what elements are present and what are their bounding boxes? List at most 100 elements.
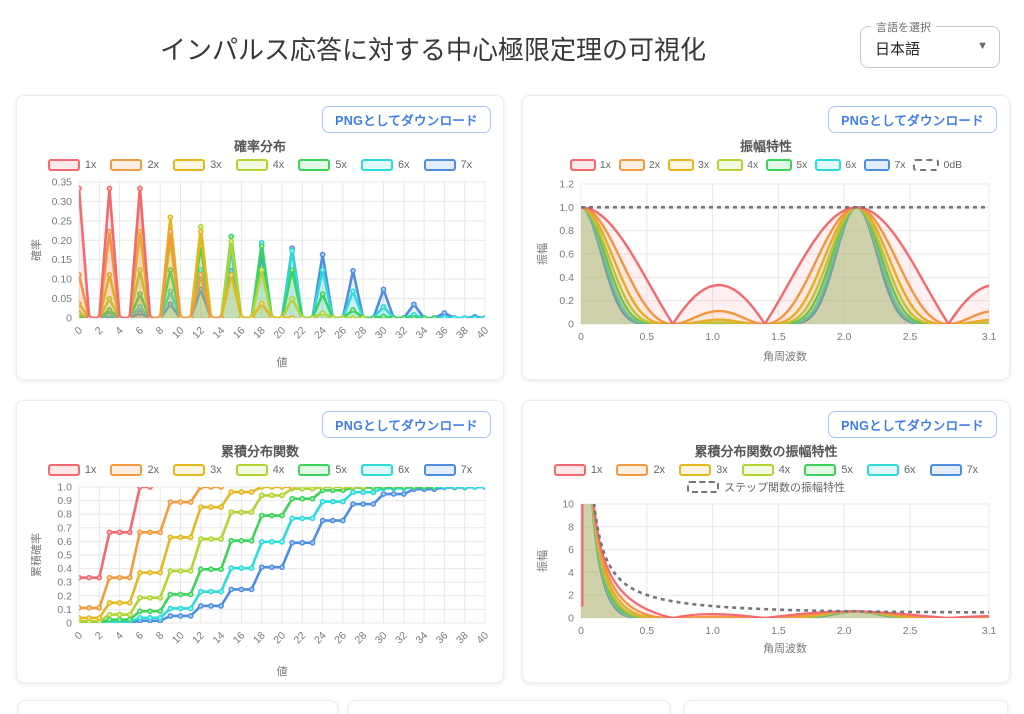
- svg-text:2.5: 2.5: [903, 331, 918, 343]
- download-png-button[interactable]: PNGとしてダウンロード: [828, 411, 997, 438]
- svg-text:12: 12: [190, 325, 207, 342]
- series-swatch-icon: [360, 464, 393, 476]
- legend-label: 2x: [653, 464, 666, 476]
- legend-item-2x[interactable]: 2x: [110, 464, 159, 476]
- legend-item-1x[interactable]: 1x: [47, 159, 96, 171]
- svg-text:角周波数: 角周波数: [763, 350, 807, 363]
- chevron-down-icon: ▼: [977, 40, 988, 52]
- legend-item-7x[interactable]: 7x: [423, 464, 472, 476]
- cdf-chart[interactable]: 00.10.20.30.40.50.60.70.80.91.00 2 4 6 8 10 12…: [29, 479, 493, 679]
- card-toolbar: PNGとしてダウンロード: [29, 106, 491, 133]
- legend-label: 4x: [272, 464, 285, 476]
- svg-text:22: 22: [292, 325, 309, 342]
- legend-item-5x[interactable]: 5x: [298, 464, 347, 476]
- legend-item-3x[interactable]: 3x: [679, 464, 728, 476]
- svg-text:8: 8: [154, 630, 167, 643]
- legend-item-7x[interactable]: 7x: [864, 159, 905, 171]
- legend-item-5x[interactable]: 5x: [766, 159, 807, 171]
- svg-text:2.0: 2.0: [837, 331, 852, 343]
- legend-item-4x[interactable]: 4x: [741, 464, 790, 476]
- svg-text:0: 0: [66, 313, 72, 325]
- legend-item-6x[interactable]: 6x: [815, 159, 856, 171]
- legend-item-3x[interactable]: 3x: [668, 159, 709, 171]
- legend-item-1x[interactable]: 1x: [47, 464, 97, 476]
- legend-item-1x[interactable]: 1x: [553, 464, 603, 476]
- svg-text:0.35: 0.35: [52, 177, 73, 189]
- legend-label: 3x: [698, 159, 710, 171]
- legend-label: 1x: [84, 464, 97, 476]
- series-swatch-icon: [235, 464, 268, 476]
- svg-text:0.5: 0.5: [640, 625, 655, 637]
- svg-text:8: 8: [154, 325, 167, 338]
- svg-text:6: 6: [568, 544, 574, 556]
- legend-item-3x[interactable]: 3x: [173, 159, 222, 171]
- dashed-line-swatch-icon: [687, 481, 719, 493]
- legend-item-1x[interactable]: 1x: [569, 159, 611, 171]
- legend-label: 6x: [397, 464, 410, 476]
- svg-text:8: 8: [568, 521, 574, 533]
- series-swatch-icon: [616, 464, 649, 476]
- svg-text:0.1: 0.1: [57, 604, 72, 616]
- svg-text:4: 4: [568, 567, 574, 579]
- chart-title-freq: 振幅特性: [739, 139, 792, 154]
- svg-text:0.6: 0.6: [57, 536, 72, 548]
- legend-item-5x[interactable]: 5x: [298, 159, 347, 171]
- series-swatch-icon: [668, 159, 695, 171]
- svg-text:26: 26: [332, 630, 349, 647]
- download-png-button[interactable]: PNGとしてダウンロード: [322, 411, 491, 438]
- legend-item-4x[interactable]: 4x: [717, 159, 758, 171]
- svg-text:26: 26: [332, 325, 349, 342]
- svg-text:0: 0: [66, 618, 72, 630]
- svg-text:3.1: 3.1: [982, 331, 997, 343]
- svg-text:18: 18: [251, 630, 268, 647]
- legend-item-6x[interactable]: 6x: [360, 159, 410, 171]
- legend-item-2x[interactable]: 2x: [616, 464, 665, 476]
- svg-text:20: 20: [271, 630, 288, 647]
- legend-item-5x[interactable]: 5x: [804, 464, 853, 476]
- legend-label: 1x: [590, 464, 603, 476]
- series-swatch-icon: [47, 464, 80, 476]
- legend-item-ステップ関数の振幅特性[interactable]: ステップ関数の振幅特性: [687, 479, 845, 495]
- legend-item-3x[interactable]: 3x: [173, 464, 222, 476]
- language-selector[interactable]: 言語を選択 日本語 ▼: [860, 19, 1000, 68]
- svg-text:28: 28: [353, 325, 370, 342]
- svg-text:2.5: 2.5: [903, 625, 918, 637]
- chart-legend-cdf-freq: 1x 2x 3x 4x 5x 6x 7x ステップ関数の振幅特性: [535, 464, 997, 495]
- legend-label: 5x: [796, 159, 808, 171]
- legend-label: 6x: [903, 464, 916, 476]
- svg-text:2: 2: [93, 325, 106, 338]
- legend-item-6x[interactable]: 6x: [360, 464, 410, 476]
- svg-text:0: 0: [578, 625, 584, 637]
- svg-text:確率: 確率: [29, 239, 43, 261]
- svg-text:0.15: 0.15: [52, 254, 73, 266]
- amplitude-response-chart[interactable]: 0 0.2 0.4 0.6 0.8 1.0 1.2 0 0.5 1.0 1.5 2.0 2.5 3.1 角周…: [535, 174, 999, 364]
- legend-item-2x[interactable]: 2x: [618, 159, 660, 171]
- legend-item-7x[interactable]: 7x: [929, 464, 978, 476]
- probability-distribution-chart[interactable]: 00.050.100.150.200.250.300.350 2 4 6 8 10 12 14…: [29, 174, 493, 370]
- legend-item-6x[interactable]: 6x: [866, 464, 916, 476]
- svg-text:30: 30: [373, 630, 390, 647]
- svg-text:14: 14: [210, 630, 227, 647]
- legend-item-7x[interactable]: 7x: [423, 159, 472, 171]
- svg-text:38: 38: [454, 325, 471, 342]
- svg-text:30: 30: [373, 325, 390, 342]
- legend-item-4x[interactable]: 4x: [235, 464, 285, 476]
- download-png-button[interactable]: PNGとしてダウンロード: [828, 106, 997, 133]
- svg-text:累積確率: 累積確率: [29, 533, 43, 577]
- svg-text:0.10: 0.10: [52, 274, 73, 286]
- series-swatch-icon: [298, 464, 331, 476]
- svg-text:0.6: 0.6: [559, 249, 574, 261]
- svg-text:3.1: 3.1: [982, 625, 997, 637]
- legend-item-4x[interactable]: 4x: [235, 159, 284, 171]
- svg-text:2: 2: [93, 630, 106, 643]
- svg-text:0.20: 0.20: [52, 235, 73, 247]
- legend-label: 7x: [894, 159, 906, 171]
- download-png-button[interactable]: PNGとしてダウンロード: [322, 106, 491, 133]
- svg-text:34: 34: [413, 325, 430, 342]
- legend-item-0dB[interactable]: 0dB: [913, 159, 962, 171]
- cdf-amplitude-response-chart[interactable]: 0 2 4 6 8 10 0 0.5 1.0 1.5 2.0 2.5 3.1 角周波数 振幅: [535, 498, 999, 656]
- svg-text:34: 34: [413, 630, 430, 647]
- legend-item-2x[interactable]: 2x: [110, 159, 159, 171]
- distribution-select-card: 分布を選択: [18, 700, 338, 714]
